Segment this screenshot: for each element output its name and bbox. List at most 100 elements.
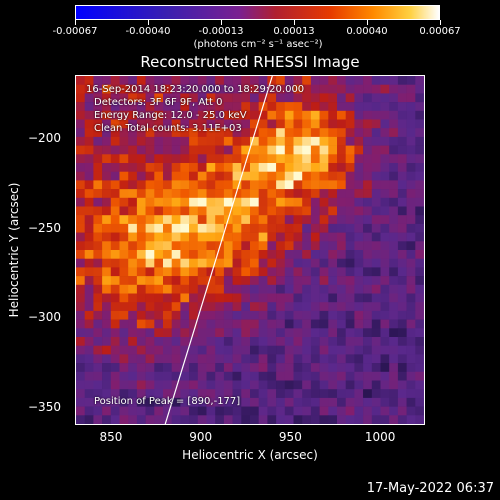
heatmap-cell [180,180,190,190]
heatmap-cell [145,371,155,381]
heatmap-cell [145,319,155,329]
heatmap-cell [250,197,259,207]
heatmap-cell [206,180,216,190]
heatmap-cell [171,397,181,407]
heatmap-cell [171,284,181,294]
heatmap-cell [136,250,146,259]
heatmap-cell [250,328,259,338]
heatmap-cell [102,258,112,268]
heatmap-cell [119,337,129,346]
heatmap-cell [293,232,303,242]
heatmap-cell [102,345,112,355]
heatmap-cell [389,145,399,155]
heatmap-cell [110,380,120,390]
heatmap-cell [93,241,103,251]
heatmap-cell [154,215,164,225]
heatmap-cell [328,84,338,94]
heatmap-cell [189,145,199,155]
heatmap-cell [258,189,268,199]
heatmap-cell [371,276,381,286]
heatmap-cell [380,371,390,381]
heatmap-cell [302,128,312,138]
heatmap-cell [180,267,190,277]
heatmap-cell [310,145,320,155]
heatmap-cell [337,406,346,416]
heatmap-cell [171,302,181,312]
heatmap-cell [354,258,364,268]
heatmap-cell [215,84,225,94]
heatmap-cell [102,371,112,381]
heatmap-cell [241,293,251,303]
heatmap-cell [93,267,103,277]
heatmap-cell [345,302,355,312]
heatmap-cell [189,223,199,233]
heatmap-cell [197,76,207,85]
heatmap-cell [302,267,312,277]
heatmap-cell [180,154,190,164]
heatmap-cell [102,154,112,164]
heatmap-cell [136,328,146,338]
heatmap-cell [415,102,424,112]
heatmap-cell [241,267,251,277]
heatmap-cell [276,293,286,303]
heatmap-cell [284,354,294,364]
heatmap-cell [397,345,407,355]
heatmap-cell [380,119,390,129]
heatmap-cell [110,258,120,268]
heatmap-cell [232,354,242,364]
heatmap-cell [267,380,277,390]
heatmap-cell [284,250,294,259]
heatmap-cell [406,389,416,399]
heatmap-cell [206,232,216,242]
heatmap-cell [93,302,103,312]
heatmap-cell [258,284,268,294]
heatmap-cell [258,76,268,85]
heatmap-cell [136,171,146,181]
heatmap-cell [345,319,355,329]
heatmap-cell [241,171,251,181]
heatmap-cell [136,197,146,207]
heatmap-cell [276,267,286,277]
clean-annotation: Clean Total counts: 3.11E+03 [94,123,242,134]
heatmap-cell [258,215,268,225]
heatmap-cell [363,180,373,190]
heatmap-cell [302,93,312,103]
heatmap-cell [284,371,294,381]
heatmap-cell [328,250,338,259]
heatmap-cell [328,93,338,103]
heatmap-cell [319,310,329,320]
heatmap-cell [363,302,373,312]
heatmap-cell [119,171,129,181]
heatmap-cell [276,197,286,207]
heatmap-cell [276,163,286,172]
heatmap-cell [267,258,277,268]
heatmap-cell [284,128,294,138]
heatmap-cell [145,258,155,268]
heatmap-cell [258,84,268,94]
heatmap-cell [258,119,268,129]
heatmap-cell [189,284,199,294]
heatmap-cell [84,171,94,181]
heatmap-cell [380,267,390,277]
heatmap-cell [276,389,286,399]
heatmap-cell [223,276,233,286]
heatmap-cell [276,232,286,242]
heatmap-cell [197,232,207,242]
heatmap-cell [197,215,207,225]
heatmap-cell [206,250,216,259]
x-tick-label: 950 [278,430,302,444]
heatmap-cell [363,380,373,390]
heatmap-cell [258,354,268,364]
heatmap-cell [380,180,390,190]
colorbar-tick-label: -0.00040 [125,26,171,37]
heatmap-cell [154,128,164,138]
heatmap-cell [293,189,303,199]
heatmap-cell [102,128,112,138]
heatmap-cell [345,276,355,286]
heatmap-cell [128,93,138,103]
heatmap-cell [84,319,94,329]
heatmap-cell [84,406,94,416]
heatmap-cell [397,197,407,207]
heatmap-cell [119,136,129,146]
heatmap-cell [293,102,303,112]
